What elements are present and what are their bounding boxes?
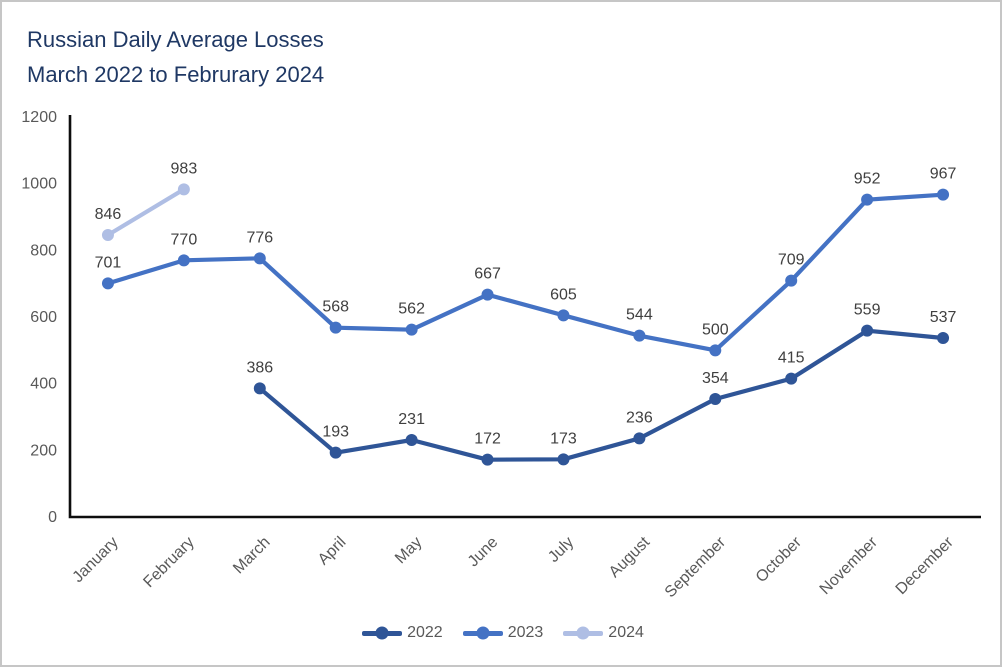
data-point-2024 [177,183,190,196]
x-axis-tick-label: January [70,534,122,586]
data-label-2023: 770 [171,231,198,248]
data-label-2023: 776 [246,229,273,246]
x-axis-tick-label: October [753,533,806,586]
y-axis-tick-label: 1000 [21,176,57,193]
data-point-2022 [937,332,950,344]
data-label-2022: 537 [930,309,957,326]
data-point-2022 [633,432,646,445]
y-axis-tick-label: 600 [30,309,57,326]
data-label-2022: 236 [626,409,653,426]
data-point-2023 [937,188,950,201]
y-axis-tick-label: 0 [48,509,57,526]
data-label-2023: 500 [702,321,729,338]
y-axis-tick-label: 400 [30,376,57,393]
data-label-2024: 983 [171,160,198,177]
data-point-2022 [405,434,418,446]
chart-title-line-1: Russian Daily Average Losses [27,27,324,52]
series-line-2023 [105,192,946,353]
data-point-2023 [101,277,114,290]
data-point-2024 [101,229,114,241]
data-label-2023: 701 [95,254,122,271]
data-label-2024: 846 [95,206,122,223]
chart-title-line-2: March 2022 to Februrary 2024 [27,62,325,87]
x-axis-tick-label: March [230,534,273,577]
axis-spines [68,115,981,519]
data-label-2022: 173 [550,430,577,447]
data-label-2023: 568 [322,299,349,316]
series-line-2022 [257,328,946,462]
x-axis-tick-label: September [662,533,730,601]
chart-title: Russian Daily Average Losses March 2022 … [27,22,324,92]
legend-item-2022[interactable]: 2022 [362,624,443,642]
x-axis-tick-label: February [140,534,197,591]
y-axis-tick-label: 800 [30,242,57,259]
data-point-2023 [481,288,494,301]
data-label-2022: 559 [854,302,881,319]
legend-line-marker-icon [563,626,604,640]
legend-dot-icon [576,626,590,640]
data-point-2023 [785,274,798,287]
data-point-2023 [177,254,190,267]
data-label-2022: 193 [322,424,349,441]
legend-line-marker-icon [462,626,503,640]
series-line-2024 [105,187,186,238]
data-point-2022 [481,453,494,466]
legend-label: 2022 [407,624,443,641]
x-axis-tick-label: August [606,533,654,581]
data-label-2022: 172 [474,431,501,448]
x-axis-tick-label: April [315,534,350,569]
data-label-2022: 231 [398,411,425,428]
data-label-2023: 562 [398,301,425,318]
x-axis-tick-label: June [465,534,502,571]
chart-legend: 2022 2023 2024 [2,624,1000,642]
data-point-2023 [405,323,418,336]
legend-dot-icon [476,626,490,640]
data-point-2023 [329,321,342,334]
legend-item-2023[interactable]: 2023 [462,624,544,642]
data-label-2022: 354 [702,370,729,387]
data-label-2023: 952 [854,171,881,188]
data-label-2023: 544 [626,307,653,324]
x-axis-tick-label: November [817,533,882,598]
legend-line-marker-icon [362,626,403,640]
legend-label: 2023 [507,624,544,641]
legend-item-2024[interactable]: 2024 [563,624,644,642]
legend-dot-icon [375,626,389,640]
data-point-2023 [557,309,570,322]
data-point-2022 [557,453,570,466]
y-axis-tick-label: 1200 [21,109,57,126]
data-point-2023 [709,344,722,357]
x-axis-tick-label: December [893,533,958,598]
data-point-2023 [253,252,266,265]
data-label-2023: 709 [778,252,805,269]
y-axis-tick-label: 200 [30,442,57,459]
data-point-2023 [861,193,874,206]
data-point-2023 [633,329,646,342]
x-axis-tick-label: July [545,534,577,566]
data-point-2022 [329,446,342,459]
data-label-2023: 967 [930,166,957,183]
legend-label: 2024 [608,624,644,641]
data-point-2022 [861,324,874,337]
data-label-2022: 386 [246,359,273,376]
data-label-2022: 415 [778,350,805,367]
x-axis-tick-label: May [392,534,425,567]
data-label-2023: 667 [474,266,501,283]
data-label-2023: 605 [550,286,577,303]
data-point-2022 [709,393,722,405]
data-point-2022 [253,382,266,395]
data-point-2022 [785,372,798,385]
